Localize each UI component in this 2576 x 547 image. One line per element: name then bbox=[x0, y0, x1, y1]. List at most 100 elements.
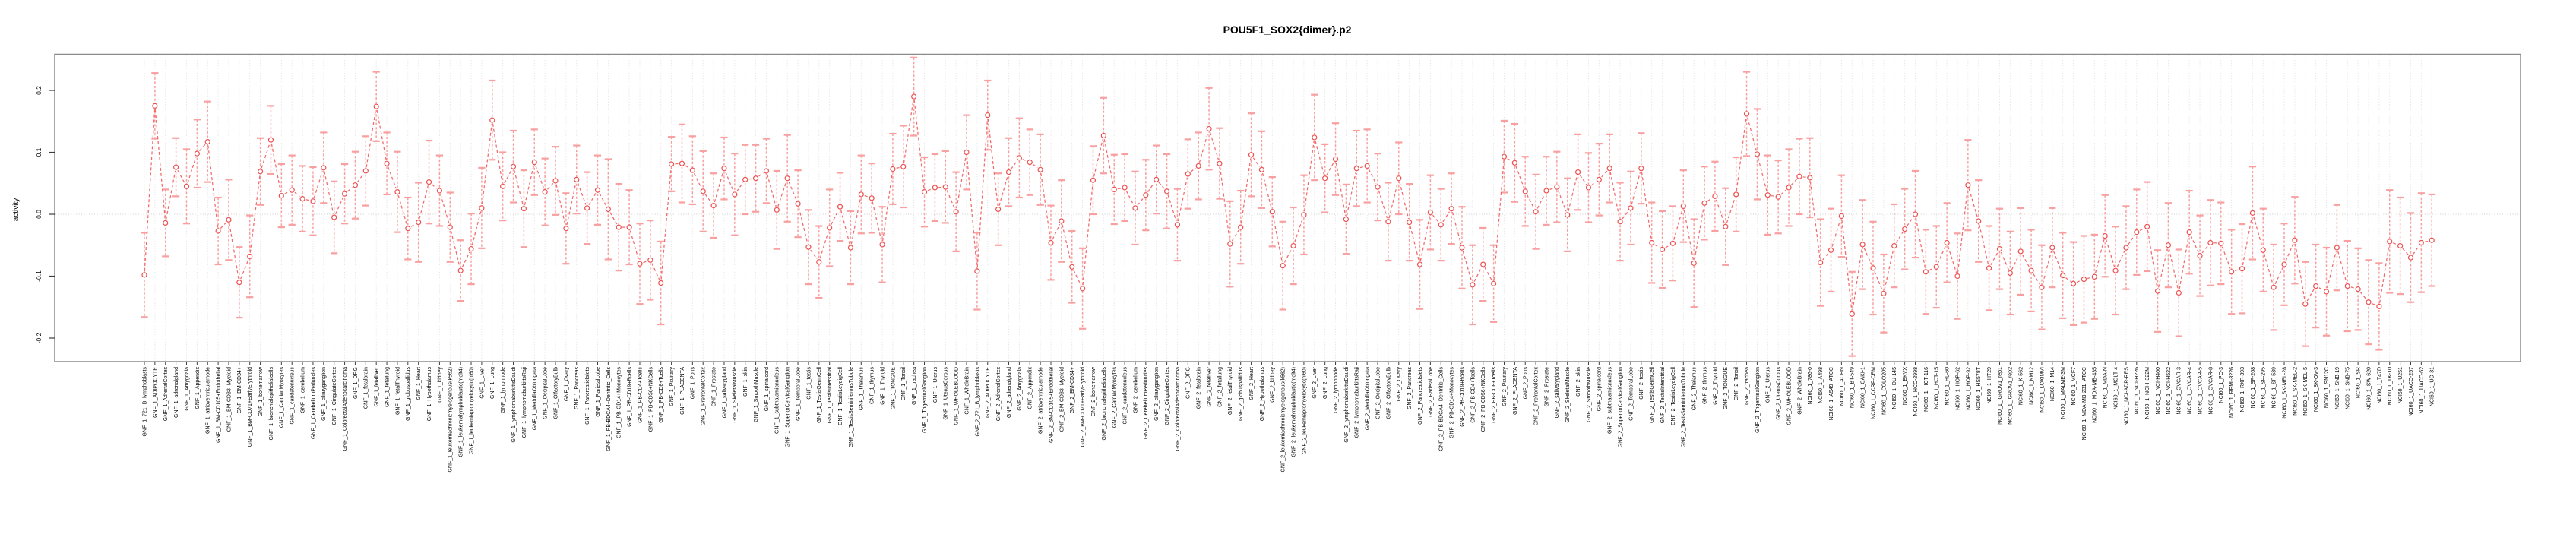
data-point bbox=[911, 93, 917, 100]
data-point bbox=[2112, 267, 2119, 274]
x-axis-label: NCI60_1_OVCAR-8 bbox=[2208, 367, 2214, 415]
data-point bbox=[1701, 200, 1707, 206]
x-axis-label: GNF_1_fetalbrain bbox=[364, 367, 369, 409]
data-point bbox=[1491, 280, 1497, 286]
data-point bbox=[1638, 166, 1644, 172]
series-segment bbox=[629, 230, 640, 261]
data-point bbox=[2313, 283, 2319, 289]
x-axis-label: GNF_2_PrefrontalCortex bbox=[1534, 367, 1540, 426]
series-segment bbox=[2274, 267, 2283, 285]
series-segment bbox=[896, 166, 900, 169]
series-segment bbox=[177, 169, 185, 184]
x-axis-label: NCI60_1_PC-3 bbox=[2219, 367, 2224, 403]
series-segment bbox=[1852, 248, 1863, 311]
series-segment bbox=[1929, 267, 1934, 271]
x-axis-label: NCI60_1_LOXIMVI bbox=[2040, 367, 2045, 413]
series-segment bbox=[2139, 227, 2144, 231]
data-point bbox=[468, 246, 474, 252]
x-axis-label: NCI60_1_MALME-3M bbox=[2061, 367, 2066, 419]
x-axis-label: NCI60_1_SNB-19 bbox=[2335, 367, 2340, 409]
x-axis-label: NCI60_1_SF-268 bbox=[2251, 367, 2256, 409]
series-segment bbox=[397, 195, 408, 226]
x-axis-label: NCI60_1_MCF7 bbox=[2071, 367, 2077, 406]
series-segment bbox=[1462, 251, 1473, 282]
x-axis-label: NCI60_1_CCRF-CEM bbox=[1871, 367, 1876, 419]
x-axis-label: GNF_1_PB-CD8+Tcells bbox=[659, 367, 664, 423]
series-segment bbox=[2392, 242, 2397, 245]
series-segment bbox=[810, 249, 818, 260]
x-axis-label: NCI60_1_SF-295 bbox=[2261, 367, 2267, 409]
x-axis-label: NCI60_1_KM12 bbox=[2029, 367, 2034, 405]
x-axis-label: GNF_1_TestisGermCell bbox=[817, 367, 822, 423]
data-point bbox=[310, 198, 316, 204]
series-segment bbox=[1609, 172, 1620, 219]
series-segment bbox=[1957, 188, 1968, 273]
series-segment bbox=[1990, 251, 1998, 265]
data-point bbox=[1649, 239, 1655, 246]
data-point bbox=[1111, 186, 1117, 192]
series-segment bbox=[758, 172, 764, 177]
data-point bbox=[1786, 185, 1792, 191]
series-segment bbox=[1040, 172, 1051, 239]
data-point bbox=[594, 187, 601, 193]
x-axis-label: GNF_2_CardiacMyocytes bbox=[1112, 367, 1118, 428]
series-segment bbox=[335, 197, 344, 214]
series-segment bbox=[1283, 248, 1293, 263]
x-axis-label: GNF_2_AdrenalCortex bbox=[996, 367, 1002, 422]
series-segment bbox=[546, 183, 554, 190]
x-axis-label: GNF_1_PancreaticIslets bbox=[585, 367, 590, 425]
x-axis-label: GNF_2_ciliaryganglion bbox=[1154, 367, 1160, 421]
data-point bbox=[1986, 265, 1992, 271]
data-point bbox=[1796, 173, 1802, 179]
series-segment bbox=[2350, 286, 2355, 289]
data-point bbox=[1185, 171, 1191, 177]
data-point bbox=[1522, 188, 1528, 194]
series-segment bbox=[2327, 251, 2337, 289]
data-point bbox=[1027, 159, 1033, 166]
data-point bbox=[226, 217, 232, 223]
data-point bbox=[964, 149, 970, 156]
data-point bbox=[1923, 269, 1929, 275]
x-axis-label: GNF_2_bonemarrow bbox=[1091, 366, 1097, 416]
series-segment bbox=[1209, 131, 1220, 160]
x-axis-label: NCI60_1_HOP-62 bbox=[1955, 367, 1960, 410]
x-axis-label: GNF_2_bronchialepithelialcells bbox=[1102, 367, 1107, 441]
x-axis-label: NCI60_1_OVCAR-4 bbox=[2188, 367, 2193, 415]
x-axis-label: NCI60_1_NCI-ADR-RES bbox=[2124, 367, 2129, 426]
series-segment bbox=[471, 211, 482, 246]
series-segment bbox=[2087, 277, 2091, 280]
x-axis-label: GNF_2_BM-CD33+Myeloid bbox=[1059, 367, 1065, 432]
data-point bbox=[647, 257, 653, 263]
data-point bbox=[1733, 191, 1739, 198]
x-axis-label: GNF_2_Thyroid bbox=[1713, 367, 1718, 405]
x-axis-label: GNF_2_skin bbox=[1576, 367, 1581, 397]
x-axis-label: NCI60_1_RPMI-8226 bbox=[2229, 367, 2235, 418]
x-axis-label: NCI60_1_HCT-116 bbox=[1924, 367, 1929, 412]
series-segment bbox=[1177, 177, 1188, 222]
x-axis-label: GNF_1_Pituitary bbox=[669, 367, 675, 406]
x-axis-labels: GNF_1_721_B_lymphoblasts GNF_1_ADIPOCYTE G… bbox=[142, 366, 2435, 472]
x-axis-label: GNF_1_CerebellumPeduncles bbox=[311, 367, 316, 439]
series-segment bbox=[271, 143, 282, 192]
data-point bbox=[173, 164, 179, 170]
y-tick-label: -0.2 bbox=[35, 332, 43, 343]
series-segment bbox=[2306, 289, 2315, 302]
x-axis-label: GNF_1_Thyroid bbox=[880, 367, 885, 405]
series-segment bbox=[2372, 302, 2376, 306]
series-segment bbox=[1758, 157, 1767, 192]
x-axis-label: NCI60_1_MOLT-4 bbox=[2113, 367, 2119, 409]
data-point bbox=[1122, 185, 1128, 191]
series-segment bbox=[609, 212, 618, 225]
x-axis-label: GNF_2_PB-CD56+NKCells bbox=[1481, 367, 1486, 432]
series-segment bbox=[2105, 239, 2116, 267]
data-point bbox=[742, 176, 748, 182]
data-point bbox=[858, 191, 864, 198]
data-point bbox=[1944, 239, 1950, 246]
data-point bbox=[1723, 223, 1729, 229]
x-axis-label: GNF_2_Appendix bbox=[1028, 367, 1033, 409]
data-point bbox=[774, 207, 780, 213]
series-segment bbox=[1915, 217, 1926, 269]
data-point bbox=[1565, 212, 1571, 218]
series-segment bbox=[1167, 194, 1177, 222]
series-segment bbox=[966, 156, 978, 268]
